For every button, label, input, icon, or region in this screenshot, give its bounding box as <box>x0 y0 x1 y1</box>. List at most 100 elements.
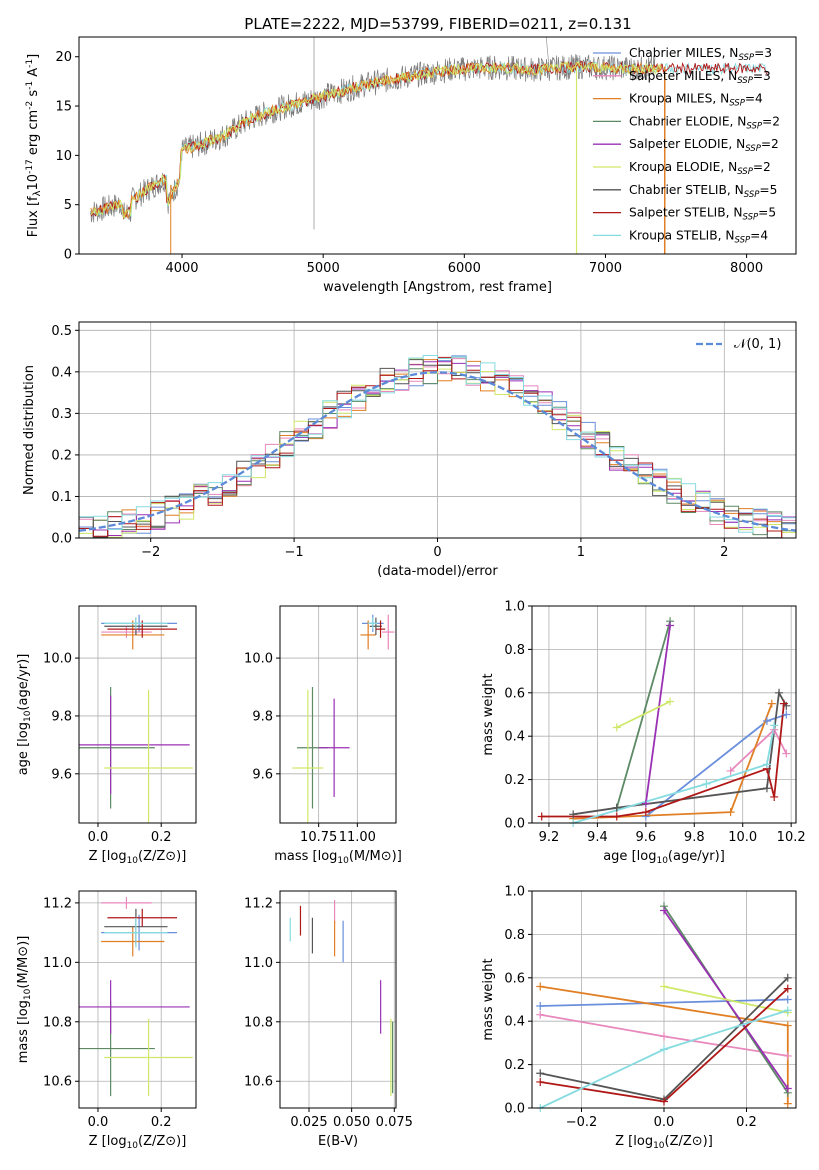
x-tick-label: 0.075 <box>376 1115 413 1130</box>
x-tick-label: −2 <box>141 545 160 560</box>
weight-marker <box>641 808 650 817</box>
y-tick-label: 0.2 <box>504 1058 525 1073</box>
y-tick-label: 0.8 <box>504 643 525 658</box>
x-axis-label: age [log10(age/yr)] <box>603 849 725 866</box>
y-axis-label: mass [log10(M/M⊙)] <box>16 936 33 1064</box>
mass-vs-EBV-panel: 0.025 0.050 0.075 10.6 10.8 11.0 11.2 E(B-V) <box>244 890 413 1149</box>
weight-marker <box>666 697 675 706</box>
weight-marker <box>660 1032 668 1041</box>
legend-nssp: =4 <box>750 228 768 242</box>
legend-nssp: =2 <box>761 137 779 151</box>
residuals-plot-area <box>79 355 796 538</box>
x-tick-label: 0.050 <box>333 1115 370 1130</box>
y-tick-label: 10.6 <box>43 1075 72 1090</box>
x-axis-label: mass [log10(M/M⊙)] <box>274 849 402 866</box>
legend-nssp: =5 <box>759 183 777 197</box>
residual-histogram <box>79 356 796 538</box>
y-axis-label: Flux [fλ10-17 erg cm-2 s-1 A-1] <box>25 54 43 237</box>
legend-name: Kroupa MILES <box>629 92 713 106</box>
x-tick-label: 10.75 <box>300 830 337 845</box>
weight-marker <box>762 760 771 769</box>
weight-marker <box>660 982 668 991</box>
y-tick-label: 0.4 <box>504 730 525 745</box>
weight-marker <box>536 1077 545 1086</box>
spectrum-frame <box>78 36 797 255</box>
x-tick-label: 1 <box>577 545 585 560</box>
y-tick-label: 0.0 <box>504 1102 525 1117</box>
legend-entry: Salpeter MILES, NSSP=3 <box>629 69 771 86</box>
y-tick-label: 10.6 <box>244 1075 273 1090</box>
y-axis-label: age [log10(age/yr)] <box>16 654 33 776</box>
y-axis-label: Normed distribution <box>22 365 37 495</box>
mass-vs-Z-grid <box>79 891 196 1108</box>
weight-marker <box>536 982 545 991</box>
x-tick-label: 0.0 <box>88 830 109 845</box>
weight-line <box>540 998 788 1007</box>
legend-entry: Kroupa MILES, NSSP=4 <box>629 92 763 109</box>
age-vs-Z-plot-area <box>79 614 193 823</box>
y-tick-label: 10.8 <box>244 1015 273 1030</box>
legend-entry: Chabrier MILES, NSSP=3 <box>629 46 772 63</box>
y-tick-label: 0.4 <box>51 365 72 380</box>
x-tick-label: 0 <box>433 545 441 560</box>
y-tick-label: 11.2 <box>244 896 273 911</box>
chart-title: PLATE=2222, MJD=53799, FIBERID=0211, z=0… <box>244 15 631 33</box>
x-tick-label: 7000 <box>589 261 622 276</box>
weight-line <box>541 703 785 818</box>
y-tick-label: 11.2 <box>43 896 72 911</box>
y-tick-label: 1.0 <box>504 600 525 615</box>
mass-weight-vs-age-frame <box>531 605 797 824</box>
y-tick-label: 9.6 <box>51 767 72 782</box>
weight-marker <box>783 1099 792 1108</box>
mass-vs-EBV-plot-area <box>289 899 394 1097</box>
y-tick-label: 10 <box>55 149 72 164</box>
x-tick-label: 0.2 <box>151 1115 172 1130</box>
x-tick-label: 0.0 <box>654 1115 675 1130</box>
weight-marker <box>536 1010 545 1019</box>
x-tick-label: 0.2 <box>736 1115 757 1130</box>
spectrum-plot-area <box>89 37 768 254</box>
weight-marker <box>666 621 675 630</box>
y-tick-label: 0.0 <box>504 817 525 832</box>
x-tick-label: 11.00 <box>339 830 376 845</box>
mass-weight-vs-age-plot-area <box>541 620 788 823</box>
weight-marker <box>660 906 668 915</box>
y-tick-label: 1.0 <box>504 885 525 900</box>
legend-name: Salpeter MILES <box>629 69 721 83</box>
legend-entry: Salpeter STELIB, NSSP=5 <box>629 206 776 223</box>
legend-nssp: =3 <box>754 46 772 60</box>
weight-marker <box>770 721 779 730</box>
weight-marker <box>782 749 791 758</box>
weight-marker <box>762 717 771 726</box>
legend-name: Chabrier MILES <box>629 46 722 60</box>
weight-marker <box>783 973 792 982</box>
legend-name: Chabrier ELODIE <box>629 114 730 128</box>
x-tick-label: −1 <box>285 545 304 560</box>
weight-line <box>616 700 671 729</box>
x-tick-label: 9.6 <box>635 830 656 845</box>
weight-marker <box>612 812 621 821</box>
legend-entry: Chabrier STELIB, NSSP=5 <box>629 183 777 200</box>
mass-weight-vs-age-panel: 9.2 9.4 9.6 9.8 10.0 10.2 0.0 0.2 0.4 0.6 0.8 1.0 ag… <box>481 600 806 867</box>
age-vs-Z-grid <box>79 606 196 823</box>
legend-entry: 𝒩(0, 1) <box>734 337 781 352</box>
x-tick-label: 2 <box>720 545 728 560</box>
normal-curve <box>79 371 796 532</box>
weight-marker <box>726 766 735 775</box>
y-tick-label: 0.2 <box>51 448 72 463</box>
y-axis-label: mass weight <box>481 673 496 755</box>
x-tick-label: 9.4 <box>587 830 608 845</box>
weight-marker <box>612 723 621 732</box>
age-vs-Z-frame <box>78 605 197 824</box>
mass-vs-Z-plot-area <box>79 896 193 1097</box>
legend-entry: Chabrier ELODIE, NSSP=2 <box>629 114 780 131</box>
age-vs-mass-panel: 10.75 11.00 9.6 9.8 10.0 mass [log10(M/M⊙)] <box>244 605 402 866</box>
x-tick-label: 8000 <box>730 261 763 276</box>
age-vs-mass-grid <box>280 606 396 823</box>
x-axis-label: Z [log10(Z/Z⊙)] <box>615 1134 713 1151</box>
weight-marker <box>762 784 771 793</box>
legend-name: Salpeter ELODIE <box>629 137 728 151</box>
weight-marker <box>612 803 621 812</box>
x-tick-label: 10.2 <box>777 830 806 845</box>
x-tick-label: 0.025 <box>290 1115 327 1130</box>
